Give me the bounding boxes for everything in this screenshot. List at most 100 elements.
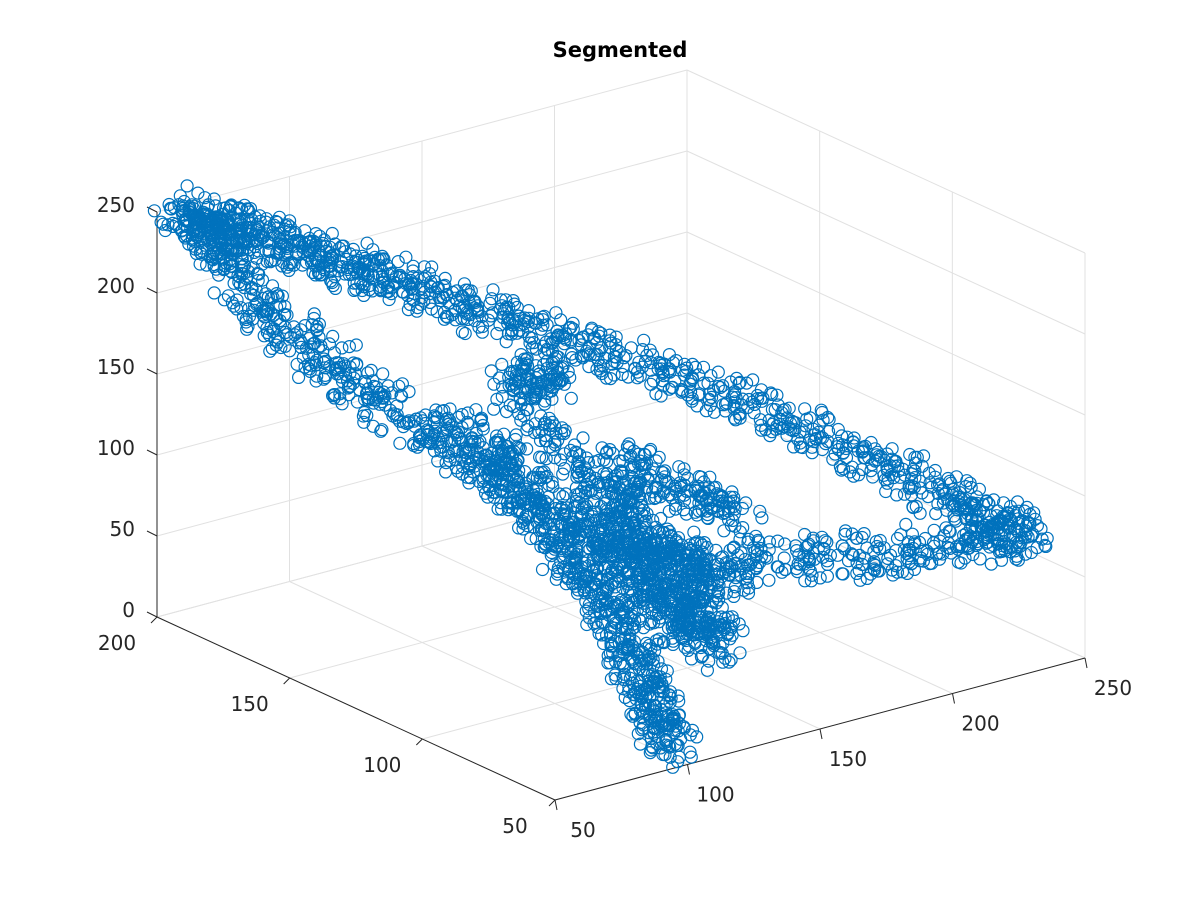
scatter-point (197, 215, 211, 229)
scatter-point (241, 320, 255, 334)
scatter-point (549, 332, 563, 346)
scatter-point (600, 568, 614, 582)
scatter-point (793, 557, 807, 571)
scatter-point (664, 568, 678, 582)
scatter-point (702, 641, 717, 656)
scatter-point (673, 732, 688, 746)
scatter-point (877, 541, 891, 555)
scatter-point (556, 490, 570, 504)
scatter-point (639, 654, 653, 668)
scatter-point (541, 517, 555, 531)
scatter-point (304, 340, 318, 354)
scatter-point (198, 191, 212, 205)
scatter-point (663, 562, 677, 576)
scatter-point (439, 434, 454, 448)
scatter-point (540, 354, 554, 368)
scatter-point (710, 589, 724, 603)
scatter-point (662, 549, 676, 563)
scatter-point (753, 504, 767, 518)
scatter-point (693, 548, 707, 562)
scatter-point (695, 489, 709, 503)
scatter-point (704, 369, 718, 383)
scatter-point (513, 441, 527, 455)
scatter-point (545, 392, 559, 406)
scatter-point (984, 557, 998, 571)
scatter-point (476, 418, 490, 433)
scatter-point (191, 228, 205, 242)
scatter-point (446, 285, 460, 299)
scatter-point (457, 277, 471, 291)
scatter-point (512, 407, 526, 421)
scatter-point (506, 400, 521, 414)
scatter-point (686, 551, 701, 565)
scatter-point (343, 360, 357, 374)
scatter-point (424, 432, 438, 446)
scatter-point (287, 227, 301, 241)
scatter-point (261, 290, 275, 304)
scatter-point (640, 577, 654, 591)
scatter-point (224, 225, 238, 239)
scatter-point (555, 361, 569, 375)
scatter-point (470, 302, 484, 316)
scatter-point (578, 461, 593, 475)
scatter-point (1039, 539, 1053, 554)
scatter-point (690, 730, 704, 744)
scatter-point (612, 574, 626, 589)
scatter-point (963, 529, 978, 543)
scatter-point (604, 517, 619, 532)
scatter-point (385, 386, 399, 400)
scatter-point (465, 435, 479, 449)
scatter-point (478, 486, 493, 500)
scatter-point (852, 563, 866, 578)
scatter-point (361, 366, 375, 380)
scatter-point (289, 245, 304, 259)
scatter-point (538, 416, 552, 430)
scatter-point (351, 255, 365, 270)
scatter-point (437, 404, 451, 418)
scatter-point (623, 671, 637, 686)
scatter-point (626, 491, 640, 505)
scatter-point (905, 467, 919, 481)
scatter-point (557, 462, 572, 476)
scatter-point (525, 331, 539, 345)
scatter-point (803, 411, 817, 425)
scatter-point (711, 583, 725, 598)
scatter-point (511, 375, 526, 389)
scatter-point (684, 652, 699, 666)
scatter-point (324, 274, 338, 288)
scatter-point (596, 636, 611, 651)
scatter-point (590, 362, 604, 376)
scatter-point (657, 545, 671, 559)
scatter-point (1010, 549, 1024, 563)
scatter-point (903, 447, 917, 462)
scatter-point (957, 492, 971, 506)
scatter-point (318, 354, 332, 368)
scatter-point (643, 707, 657, 721)
scatter-point (206, 247, 220, 261)
scatter-point (1038, 538, 1052, 552)
scatter-point (313, 229, 327, 243)
scatter-point (559, 487, 573, 501)
scatter-point (556, 467, 570, 481)
scatter-point (603, 372, 618, 386)
scatter-point (582, 597, 596, 612)
scatter-point (701, 376, 715, 390)
scatter-point (505, 452, 520, 466)
scatter-point (265, 253, 279, 267)
x-tick-label: 200 (961, 712, 999, 736)
scatter-point (897, 487, 912, 501)
scatter-point (490, 326, 504, 341)
scatter-point (437, 312, 451, 326)
scatter-point (563, 443, 578, 457)
scatter-point (995, 528, 1009, 543)
scatter-point (234, 224, 248, 238)
scatter-point (870, 539, 884, 554)
y-tick-label: 50 (502, 814, 527, 838)
scatter-point (454, 432, 468, 446)
scatter-point (303, 331, 317, 345)
scatter-point (473, 434, 487, 448)
scatter-point (727, 589, 741, 604)
scatter-point (733, 646, 747, 660)
scatter-point (736, 624, 750, 638)
scatter-point (455, 325, 469, 339)
